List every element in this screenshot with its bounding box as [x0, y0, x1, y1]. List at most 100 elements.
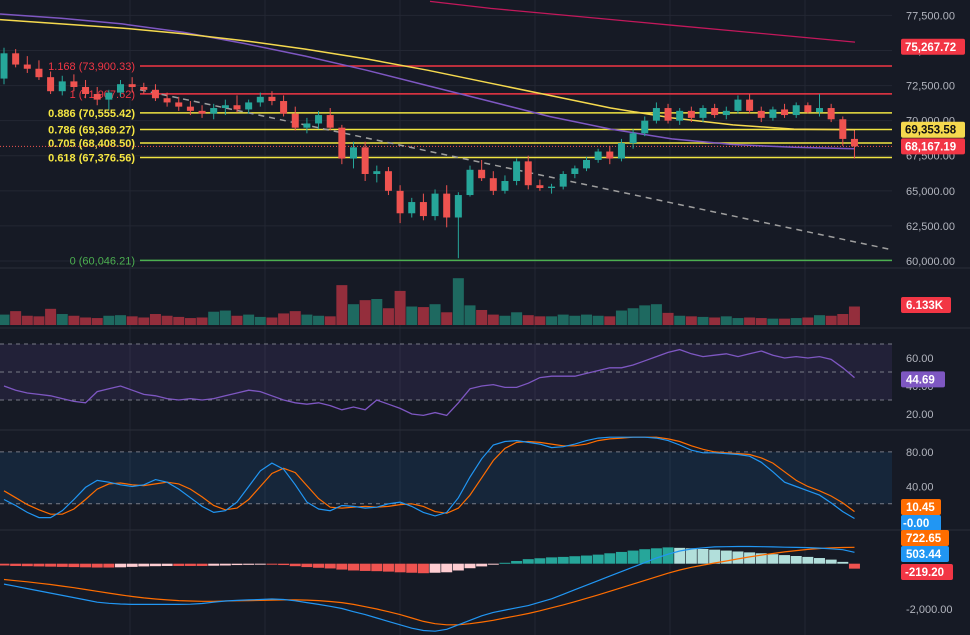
candle-body [827, 108, 835, 120]
macd-histogram-bar [650, 548, 662, 564]
macd-histogram-bar [767, 554, 779, 564]
candle-body [687, 110, 695, 118]
macd-histogram-bar [115, 563, 126, 568]
volume-bar [103, 315, 115, 325]
volume-bar [511, 312, 523, 325]
volume-bar [138, 317, 150, 325]
macd-histogram-bar [394, 563, 406, 573]
volume-bar [825, 315, 837, 325]
macd-histogram-bar [219, 563, 231, 566]
macd-histogram-bar [604, 553, 616, 564]
candle-body [82, 86, 90, 95]
macd-pane[interactable] [0, 545, 860, 632]
candle-body [489, 178, 497, 191]
last-price-label-group: 68,167.19 [901, 138, 965, 155]
macd-histogram-bar [10, 563, 22, 566]
stochastic-pane[interactable] [0, 436, 892, 520]
fib-label: 0 (60,046.21) [70, 255, 135, 267]
magenta-ma-price-label-group: 75,267.72 [901, 38, 965, 55]
macd-signal-line [3, 546, 855, 626]
macd-histogram-bar [45, 563, 57, 567]
volume-bar [639, 305, 651, 325]
macd-histogram-bar [697, 548, 709, 564]
macd-histogram-bar [744, 552, 756, 564]
price-axis[interactable]: 77,500.0075,000.0072,500.0070,000.0067,5… [901, 10, 965, 616]
rsi-label-box [901, 371, 945, 388]
price-tick-label: 60,000.00 [906, 256, 955, 268]
macd-histogram-bar [382, 563, 394, 572]
candle-body [268, 96, 276, 102]
macd-histogram-bar [848, 563, 860, 569]
candle-body [583, 159, 590, 169]
candle-body [641, 120, 649, 134]
volume-bar [243, 314, 255, 325]
macd-histogram-bar [173, 563, 185, 566]
macd-histogram-bar [313, 563, 325, 568]
volume-bar [744, 317, 756, 325]
fib-label: 1 (71,907.62) [70, 89, 135, 101]
volume-bar [10, 311, 22, 325]
macd-histogram-bar [557, 556, 569, 564]
candle-body [524, 161, 532, 186]
candle-body [501, 181, 509, 191]
candle-body [233, 105, 241, 110]
macd-histogram-bar [161, 563, 173, 566]
macd-tick-label: -2,000.00 [906, 604, 952, 616]
volume-bar [650, 304, 662, 325]
volume-bar [767, 318, 779, 325]
price-pane[interactable]: 1.168 (73,900.33) 1 (71,907.62) 0.886 (70,… [0, 0, 893, 267]
macd-histogram-bar [546, 557, 558, 564]
volume-bar [674, 315, 686, 325]
macd-histogram-bar [464, 563, 476, 569]
volume-bar [266, 317, 278, 325]
candle-body [93, 94, 101, 100]
volume-bar [476, 309, 488, 325]
volume-bar [161, 315, 173, 325]
volume-bar [80, 317, 92, 325]
volume-pane[interactable] [0, 278, 860, 325]
candle-body [408, 202, 416, 214]
macd-histogram-bar [755, 553, 767, 564]
candle-body [373, 171, 381, 174]
macd-histogram-bar [487, 563, 499, 565]
volume-bar [779, 318, 791, 325]
macd-histogram-bar [581, 555, 592, 564]
volume-bar [91, 318, 103, 325]
volume-bar [790, 318, 802, 325]
candle-body [396, 190, 404, 214]
volume-bar [569, 315, 581, 325]
macd-histogram-bar [348, 563, 359, 571]
candle-body [35, 68, 43, 78]
candle-body [594, 151, 602, 160]
macd-histogram-bar [184, 563, 196, 566]
volume-bar [522, 315, 534, 325]
volume-bar [604, 316, 616, 325]
candle-body [175, 102, 183, 107]
volume-bar [534, 316, 546, 325]
candle-body [221, 105, 229, 109]
rsi-value-label: 44.69 [906, 374, 935, 386]
volume-bar [336, 285, 348, 325]
macd-histogram-bar [615, 551, 627, 564]
macd-hist-value-label: -219.20 [905, 567, 944, 579]
macd-histogram-bar [441, 563, 453, 573]
magenta-ma-price-label: 75,267.72 [905, 42, 956, 54]
macd-histogram-bar [522, 559, 534, 564]
macd-histogram-bar [231, 563, 243, 566]
macd-histogram-bar [825, 559, 837, 564]
fib-label: 0.618 (67,376.56) [48, 152, 135, 164]
candle-body [548, 186, 556, 189]
macd-histogram-bar [266, 563, 278, 565]
volume-bar [441, 312, 453, 325]
macd-histogram-bar [56, 563, 68, 567]
rsi-pane[interactable] [0, 343, 892, 417]
volume-bar [184, 318, 196, 325]
candle-body [186, 106, 194, 111]
macd-histogram-bar [301, 563, 313, 568]
candle-body [781, 109, 789, 116]
macd-histogram-bar [476, 563, 488, 567]
candle-body [198, 110, 206, 114]
fib-label: 0.705 (68,408.50) [48, 138, 135, 150]
stoch-d-line [3, 436, 855, 515]
